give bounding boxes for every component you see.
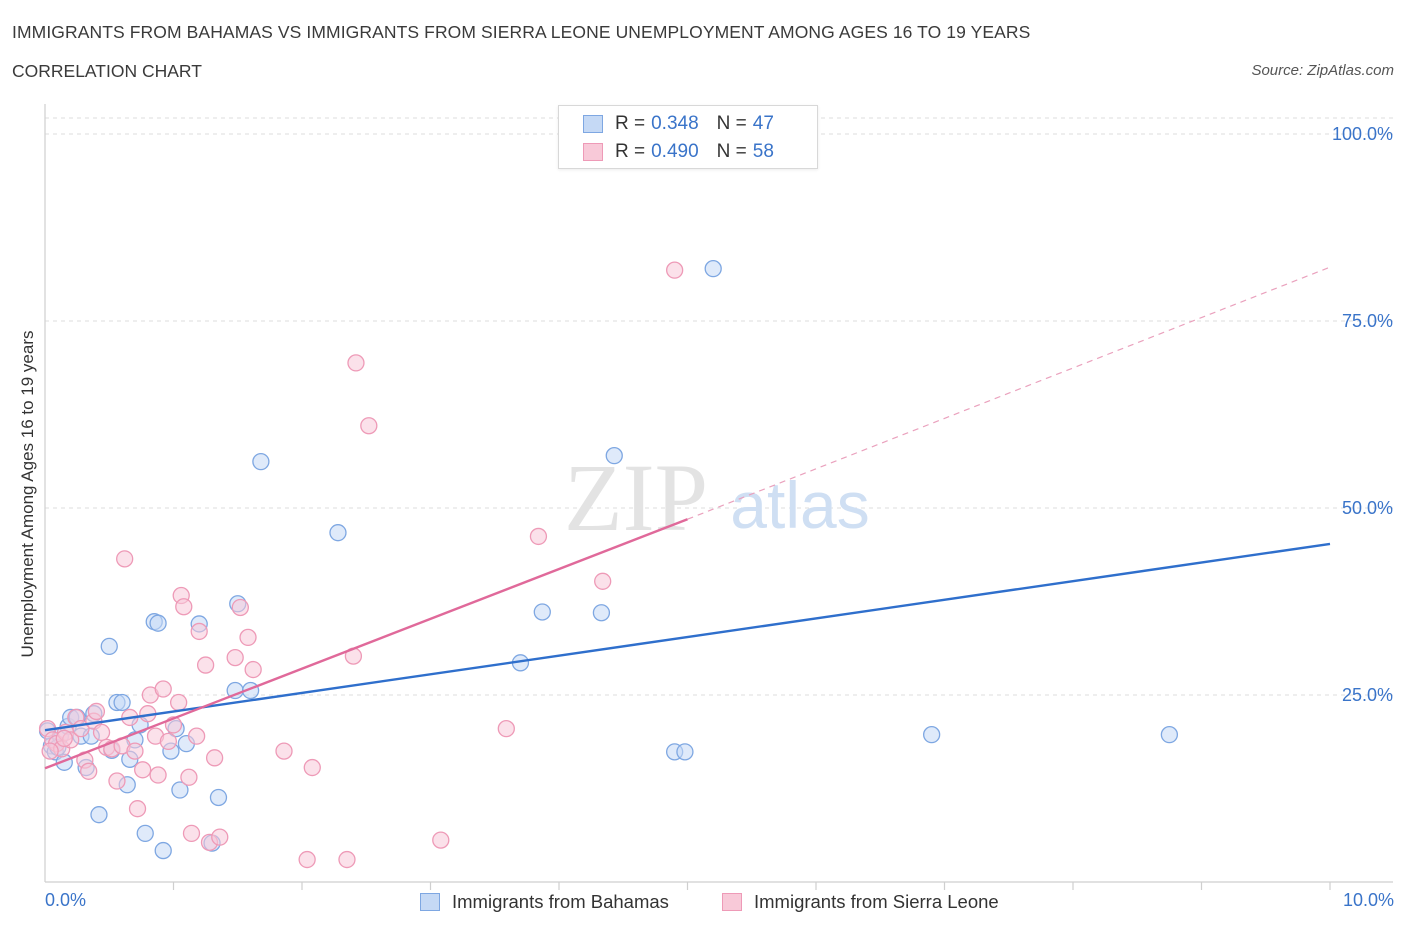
legend-n-value-bahamas: 47 [752, 113, 774, 134]
sierra-leone-point-55 [666, 261, 684, 279]
sierra-leone-point-33 [182, 824, 201, 843]
trend-line-sierra-leone [44, 518, 688, 770]
sierra-leone-point-38 [205, 749, 224, 767]
sierra-leone-point-53 [529, 527, 548, 546]
legend-r-label: R = [615, 141, 646, 162]
legend-r-value-bahamas: 0.348 [651, 113, 699, 134]
sierra-leone-point-35 [190, 622, 208, 641]
sierra-leone-point-9 [80, 762, 98, 780]
bottom-legend-bahamas: Immigrants from Bahamas [420, 888, 669, 916]
bahamas-point-43 [704, 259, 722, 278]
legend-r-label: R = [615, 113, 646, 134]
legend-swatch-bahamas [583, 115, 603, 133]
sierra-leone-point-26 [154, 680, 172, 698]
sierra-leone-point-56 [41, 742, 59, 760]
sierra-leone-point-46 [303, 758, 321, 777]
y-tick-label-75: 75.0% [1342, 311, 1393, 331]
sierra-leone-point-42 [239, 628, 257, 647]
sierra-leone-point-11 [87, 702, 106, 721]
trend-line-sierra-leone-extension [687, 266, 1331, 520]
legend-n-value-sierra-leone: 58 [752, 141, 774, 162]
bahamas-point-44 [923, 725, 941, 744]
sierra-leone-point-43 [244, 660, 262, 679]
chart-subtitle: CORRELATION CHART [12, 61, 202, 81]
correlation-legend: R = 0.348 N = 47 R = 0.490 N = 58 [558, 105, 818, 169]
bottom-legend-swatch-sierra-leone [722, 893, 742, 911]
sierra-leone-point-40 [226, 648, 244, 667]
sierra-leone-point-45 [298, 850, 316, 869]
sierra-leone-point-44 [275, 742, 293, 760]
x-tick-label-max: 10.0% [1342, 890, 1394, 910]
bottom-legend-label-bahamas: Immigrants from Bahamas [452, 891, 669, 912]
bottom-legend-sierra-leone: Immigrants from Sierra Leone [722, 888, 999, 916]
sierra-leone-point-50 [360, 417, 378, 435]
sierra-leone-point-49 [347, 354, 365, 372]
legend-r-value-sierra-leone: 0.490 [651, 141, 699, 162]
bahamas-point-21 [136, 824, 154, 843]
y-tick-label-25: 25.0% [1342, 685, 1393, 705]
sierra-leone-point-12 [92, 723, 111, 742]
sierra-leone-point-39 [211, 828, 229, 846]
bahamas-point-27 [171, 781, 189, 799]
x-tick-label-min: 0.0% [45, 890, 87, 910]
sierra-leone-point-41 [231, 598, 249, 617]
trend-line-bahamas [44, 542, 1331, 732]
sierra-leone-point-29 [169, 693, 188, 712]
watermark: ZIP atlas [564, 444, 870, 551]
legend-row-sierra-leone: R = 0.490 N = 58 [583, 140, 774, 164]
bahamas-point-31 [209, 788, 228, 807]
y-tick-label-50: 50.0% [1342, 498, 1393, 518]
sierra-leone-point-34 [187, 727, 206, 745]
chart-title: IMMIGRANTS FROM BAHAMAS VS IMMIGRANTS FR… [12, 22, 1031, 42]
sierra-leone-point-32 [180, 768, 198, 786]
bahamas-point-45 [1160, 725, 1179, 744]
bahamas-point-42 [676, 743, 694, 761]
sierra-leone-point-19 [126, 742, 144, 760]
y-tick-label-100: 100.0% [1332, 124, 1393, 144]
bahamas-point-16 [113, 693, 131, 712]
bahamas-point-35 [252, 452, 270, 471]
bahamas-point-36 [329, 524, 347, 542]
legend-n-label: N = [716, 113, 747, 134]
axes [44, 104, 1393, 890]
bottom-legend-label-sierra-leone: Immigrants from Sierra Leone [754, 891, 999, 912]
bottom-legend-swatch-bahamas [420, 893, 440, 911]
series-bahamas-points [38, 259, 1179, 860]
sierra-leone-point-20 [128, 800, 147, 818]
sierra-leone-point-36 [196, 656, 215, 674]
sierra-leone-point-17 [116, 550, 134, 568]
sierra-leone-point-21 [134, 761, 152, 779]
sierra-leone-point-52 [497, 720, 515, 738]
sierra-leone-point-31 [175, 598, 193, 616]
sierra-leone-point-57 [55, 729, 73, 748]
sierra-leone-point-54 [594, 572, 612, 590]
bahamas-point-12 [90, 806, 108, 824]
legend-n-label: N = [716, 141, 747, 162]
legend-row-bahamas: R = 0.348 N = 47 [583, 112, 774, 136]
bahamas-point-23 [149, 614, 167, 632]
bahamas-point-38 [533, 603, 551, 621]
source-label: Source: ZipAtlas.com [1251, 62, 1394, 79]
sierra-leone-point-27 [159, 732, 178, 751]
bahamas-point-40 [605, 446, 623, 465]
bahamas-point-24 [154, 841, 172, 860]
watermark-zip: ZIP [564, 444, 708, 551]
bahamas-point-39 [592, 604, 611, 622]
series-sierra-leone-points [38, 261, 684, 869]
bahamas-point-13 [100, 637, 118, 656]
y-axis-label: Unemployment Among Ages 16 to 19 years [18, 331, 37, 658]
sierra-leone-point-47 [338, 850, 356, 869]
trend-lines [44, 266, 1331, 770]
sierra-leone-point-25 [149, 766, 167, 784]
legend-swatch-sierra-leone [583, 143, 603, 161]
sierra-leone-point-15 [108, 772, 126, 790]
sierra-leone-point-51 [432, 831, 450, 849]
y-tick-labels: 25.0% 50.0% 75.0% 100.0% [1332, 124, 1393, 705]
watermark-atlas: atlas [730, 468, 869, 542]
